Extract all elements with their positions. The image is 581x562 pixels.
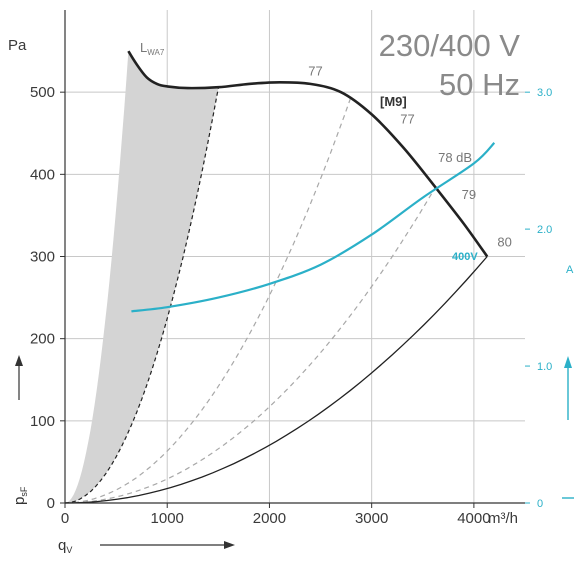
operating-limit-dashed-boundary [64,87,219,504]
x-tick-label: 2000 [253,510,286,527]
lwa-subscript: WA7 [147,48,165,57]
db-label: 77 [308,64,322,79]
current-curve-label: 400V [452,251,478,263]
right-axis-unit: A [566,264,574,276]
operating-limit-shaded-area [65,51,219,503]
x-axis-unit: m³/h [488,510,518,527]
x-tick-label: 1000 [151,510,184,527]
lwa-label: LWA7 [140,40,165,57]
right-tick-label: 3.0 [537,87,552,99]
axes: 0 1000 2000 3000 4000 0 100 200 300 400 500 0 1.0 2.0… [30,10,552,527]
db-label: 77 [400,111,414,126]
db-label: 79 [462,187,476,202]
x-tick-label: 3000 [355,510,388,527]
y-tick-label: 200 [30,331,55,348]
y-tick-label: 400 [30,166,55,183]
chart-title: 230/400 V [379,28,521,63]
side-y-text: psF [11,486,29,505]
chart-subtitle: 50 Hz [439,67,520,102]
y-tick-label: 100 [30,413,55,430]
x-tick-label: 4000 [457,510,490,527]
side-y-label: psF [11,486,29,505]
y-tick-label: 500 [30,84,55,101]
x-tick-label: 0 [61,510,69,527]
model-label: [M9] [380,94,407,109]
y-tick-label: 300 [30,249,55,266]
system-curve [64,256,488,504]
system-curve [64,96,352,504]
right-tick-label: 0 [537,498,543,510]
db-label: 78 dB [438,150,472,165]
right-tick-label: 2.0 [537,224,552,236]
system-curve [64,182,439,504]
side-y-main: p [11,497,28,505]
bottom-x-main: q [58,537,66,554]
side-y-arrow [15,355,23,400]
db-label: 80 [497,235,511,250]
annotations: 77 77 78 dB 79 80 [308,64,512,250]
lwa-text: L [140,40,147,55]
y-tick-label: 0 [47,495,55,512]
y-axis-unit: Pa [8,37,27,54]
fan-curve-m9 [127,50,489,258]
side-y-subscript: sF [19,486,29,497]
bottom-x-label: qV [58,537,72,555]
system-curves [64,96,488,504]
right-tick-label: 1.0 [537,361,552,373]
bottom-x-subscript: V [66,545,72,555]
bottom-x-arrow [100,541,235,549]
right-axis-arrow [562,356,574,499]
current-curve-400v [131,142,496,313]
